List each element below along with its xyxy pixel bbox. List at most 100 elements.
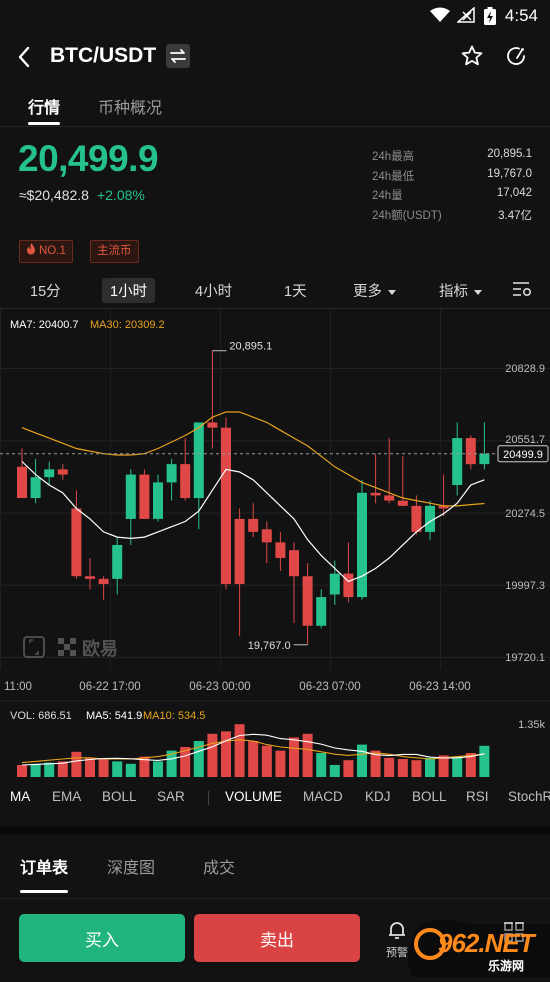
pair-title[interactable]: BTC/USDT [50, 44, 157, 67]
swap-pair-button[interactable] [166, 44, 190, 68]
candle [397, 500, 408, 506]
buy-button[interactable]: 买入 [19, 914, 185, 962]
candle [98, 578, 109, 585]
stat-label: 24h最高 [372, 151, 415, 163]
tab-coin-overview[interactable]: 币种概况 [98, 100, 163, 117]
chevron-down-icon [388, 289, 396, 295]
ma30-line [21, 411, 485, 507]
volume-bar [248, 741, 259, 777]
rank-tag-label: NO.1 [39, 245, 66, 257]
indicator-volume[interactable]: VOLUME [225, 789, 283, 804]
indicator-separator [208, 791, 209, 805]
indicator-sar[interactable]: SAR [157, 789, 185, 804]
change-percent: +2.08% [96, 187, 145, 203]
indicator-kdj[interactable]: KDJ [365, 789, 391, 804]
time-tick: 11:00 [4, 681, 32, 693]
indicator-ma[interactable]: MA [10, 789, 31, 804]
timeframe-1d[interactable]: 1天 [284, 284, 307, 300]
volume-bar [71, 751, 82, 777]
candle [425, 505, 435, 532]
signal-icon [457, 7, 475, 23]
candle [248, 518, 259, 532]
indicator-ema[interactable]: EMA [52, 789, 82, 804]
last-price-tag-box [497, 445, 549, 463]
high-low-markers: 20,895.1 19,767.0 [212, 341, 308, 652]
favorite-star-icon[interactable] [460, 44, 484, 68]
volume-bar [329, 765, 340, 777]
candle [85, 576, 95, 579]
tab-market[interactable]: 行情 [28, 100, 61, 117]
back-arrow-icon[interactable] [14, 44, 36, 70]
indicator-stochrsi[interactable]: StochRSI [508, 789, 550, 804]
rank-tag[interactable]: NO.1 [19, 240, 73, 263]
indicator-strip: MA EMA BOLL SAR VOLUME MACD KDJ BOLL RSI… [0, 787, 550, 809]
candle [289, 550, 299, 577]
indicator-macd[interactable]: MACD [303, 789, 343, 804]
sell-button[interactable]: 卖出 [194, 914, 360, 962]
swap-arrows-icon [170, 49, 186, 63]
volume-bar [357, 744, 367, 777]
volume-bar [98, 759, 109, 777]
stat-row: 24h额(USDT) 3.47亿 [372, 207, 532, 227]
indicator-menu[interactable]: 指标 [439, 280, 482, 301]
candle [125, 474, 136, 519]
last-price: 20,499.9 [18, 138, 159, 179]
tab-underline [28, 122, 60, 125]
tab-order-book[interactable]: 订单表 [20, 860, 69, 877]
stat-label: 24h量 [372, 190, 403, 202]
candle [411, 505, 422, 532]
volume-bar [438, 755, 449, 777]
indicator-boll-main[interactable]: BOLL [102, 789, 137, 804]
time-axis: 11:00 06-22 17:00 06-23 00:00 06-23 07:0… [4, 681, 471, 693]
alert-button[interactable]: 预警 [383, 919, 411, 960]
price-tick: 20274.5 [505, 508, 545, 520]
timeframe-1h[interactable]: 1小时 [102, 278, 156, 303]
indicator-rsi[interactable]: RSI [466, 789, 489, 804]
volume-bar [479, 745, 490, 777]
flame-icon [27, 243, 35, 255]
timeframe-4h[interactable]: 4小时 [195, 284, 233, 300]
time-tick: 06-23 07:00 [299, 681, 360, 693]
volume-bar [234, 724, 245, 777]
candle [452, 438, 463, 486]
chart-settings-icon[interactable] [512, 280, 532, 298]
category-tag[interactable]: 主流币 [90, 240, 139, 263]
volume-bar [57, 761, 68, 777]
tab-depth-chart[interactable]: 深度图 [107, 860, 156, 877]
usd-price: ≈$20,482.8 [19, 187, 89, 203]
tab-trades[interactable]: 成交 [203, 860, 236, 877]
vol-ma10-legend: MA10: 534.5 [143, 710, 205, 722]
low-marker: 19,767.0 [248, 640, 291, 652]
main-tabs: 行情 币种概况 [0, 82, 550, 127]
indicator-boll-sub[interactable]: BOLL [412, 789, 447, 804]
candles [17, 350, 490, 645]
quick-trade-icon[interactable] [504, 44, 528, 68]
candlestick-chart[interactable]: MA7: 20400.7 MA30: 20309.2 20828.9 20551… [0, 309, 550, 784]
time-tick: 06-23 14:00 [409, 681, 470, 693]
timeframe-bar: 15分 1小时 4小时 1天 更多 指标 [0, 272, 550, 309]
candle [438, 505, 449, 509]
candle [221, 427, 231, 585]
candle [112, 544, 123, 579]
volume-bar [112, 761, 123, 777]
timeframe-15m[interactable]: 15分 [30, 284, 61, 300]
volume-bar [275, 750, 286, 777]
volume-bar [452, 756, 463, 777]
timeframe-more[interactable]: 更多 [353, 280, 396, 301]
volume-bar [370, 750, 381, 777]
stat-value: 20,895.1 [487, 148, 532, 160]
stat-row: 24h量 17,042 [372, 187, 532, 207]
price-sub: ≈$20,482.8 +2.08% [19, 187, 145, 203]
stat-row: 24h最高 20,895.1 [372, 148, 532, 168]
watermark-brand: 962.NET [438, 928, 535, 958]
header: BTC/USDT [0, 32, 550, 82]
candle [479, 453, 490, 465]
alert-label: 预警 [386, 947, 408, 959]
grid-menu-icon[interactable] [503, 921, 525, 943]
fullscreen-icon[interactable] [23, 636, 45, 658]
candle [166, 464, 177, 483]
chart-logo-text: 欧易 [82, 638, 118, 659]
last-price-tag: 20499.9 [497, 445, 549, 463]
volume-bar [411, 760, 422, 777]
action-bar: 买入 卖出 预警 [0, 898, 550, 978]
